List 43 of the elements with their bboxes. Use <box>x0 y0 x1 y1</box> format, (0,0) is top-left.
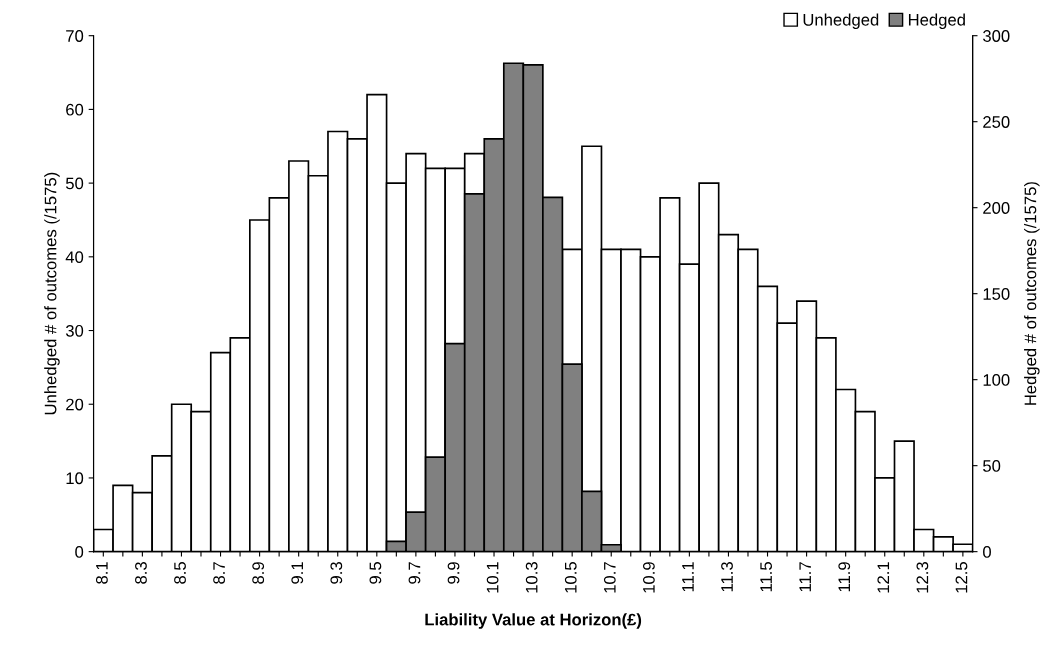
x-tick-label: 12.3 <box>916 562 929 593</box>
legend-label: Hedged <box>908 13 965 30</box>
x-tick-label: 10.9 <box>642 562 655 593</box>
x-tick-label: 11.5 <box>760 562 772 592</box>
x-tick-label: 9.1 <box>291 562 304 584</box>
x-tick-label: 10.3 <box>525 562 538 593</box>
y-tick-label: 0 <box>75 546 84 558</box>
y-tick-label: 60 <box>66 103 84 116</box>
y2-tick-label: 50 <box>983 460 1001 472</box>
y-tick-label: 10 <box>66 472 84 485</box>
legend-label: Unhedged <box>803 13 879 30</box>
x-axis-title: Liability Value at Horizon(£) <box>425 613 642 629</box>
y-tick-label: 40 <box>65 251 84 264</box>
x-tick-label: 12.5 <box>955 562 968 593</box>
x-tick-label: 10.1 <box>486 562 499 593</box>
y2-tick-label: 150 <box>983 288 1010 300</box>
x-tick-label: 8.3 <box>135 562 147 584</box>
x-tick-label: 9.7 <box>408 562 421 584</box>
x-tick-label: 8.1 <box>95 562 108 584</box>
x-tick-label: 8.5 <box>174 562 186 584</box>
x-tick-label: 12.1 <box>877 562 890 593</box>
x-tick-label: 11.9 <box>838 562 851 592</box>
x-tick-label: 8.7 <box>213 562 225 584</box>
x-tick-label: 10.7 <box>603 562 616 593</box>
x-tick-label: 9.5 <box>369 562 382 584</box>
y-tick-label: 50 <box>65 177 84 190</box>
y2-tick-label: 100 <box>983 374 1010 386</box>
y2-tick-label: 200 <box>983 202 1010 214</box>
y-axis-title: Unhedged # of outcomes (/1575) <box>44 172 60 415</box>
x-tick-label: 8.9 <box>252 562 265 584</box>
x-tick-label: 10.5 <box>564 562 577 593</box>
x-tick-label: 11.7 <box>799 562 811 592</box>
y-tick-label: 30 <box>65 324 84 337</box>
y2-axis-title: Hedged # of outcomes (/1575) <box>1024 182 1040 405</box>
x-tick-label: 11.1 <box>682 562 694 592</box>
y2-tick-label: 250 <box>983 116 1010 128</box>
x-tick-label: 11.3 <box>721 562 733 592</box>
y-tick-label: 20 <box>66 398 84 411</box>
y2-tick-label: 0 <box>983 546 991 558</box>
x-tick-label: 9.3 <box>330 562 343 584</box>
y-tick-label: 70 <box>66 30 84 42</box>
x-tick-label: 9.9 <box>447 562 460 584</box>
y2-tick-label: 300 <box>983 30 1010 42</box>
